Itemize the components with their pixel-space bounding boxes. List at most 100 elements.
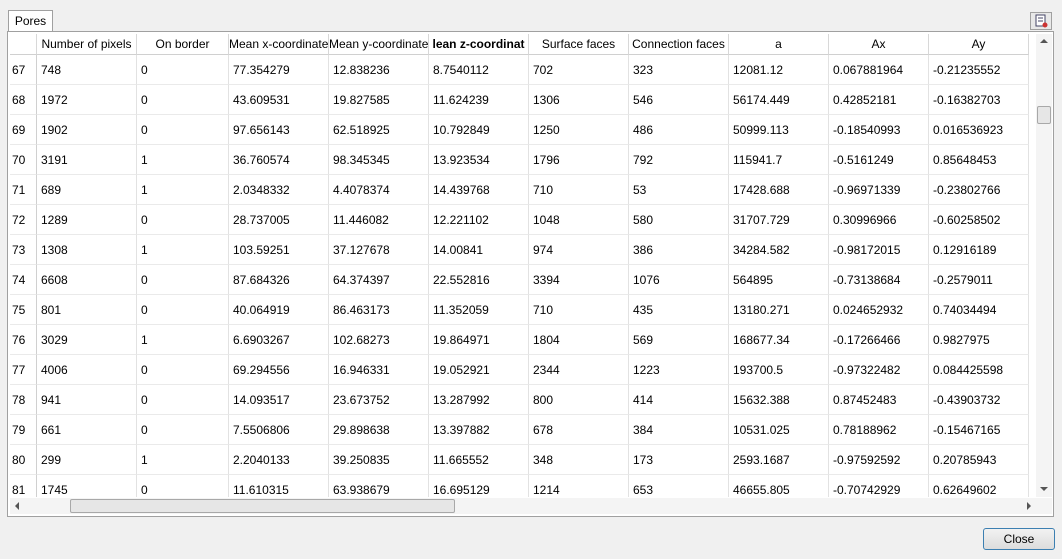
cell: -0.96971339 (829, 175, 929, 205)
cell: 299 (37, 445, 137, 475)
cell: 661 (37, 415, 137, 445)
cell: 63.938679 (329, 475, 429, 497)
cell: 168677.34 (729, 325, 829, 355)
cell: 23.673752 (329, 385, 429, 415)
cell: 1 (137, 145, 229, 175)
cell: 1223 (629, 355, 729, 385)
cell: 11.446082 (329, 205, 429, 235)
cell: 11.352059 (429, 295, 529, 325)
cell: 115941.7 (729, 145, 829, 175)
cell: 62.518925 (329, 115, 429, 145)
settings-button[interactable] (1030, 12, 1052, 30)
cell: -0.70742929 (829, 475, 929, 497)
cell: 64.374397 (329, 265, 429, 295)
cell: 1306 (529, 85, 629, 115)
cell: 0.74034494 (929, 295, 1029, 325)
cell: 689 (37, 175, 137, 205)
horizontal-scrollbar[interactable] (10, 498, 1052, 514)
cell: 3394 (529, 265, 629, 295)
cell: 29.898638 (329, 415, 429, 445)
cell: 17428.688 (729, 175, 829, 205)
tab[interactable]: Pores (8, 10, 53, 31)
cell: 1214 (529, 475, 629, 497)
cell: 10.792849 (429, 115, 529, 145)
row-header: 67 (10, 55, 37, 85)
vertical-scrollbar[interactable] (1036, 34, 1052, 497)
cell: 0.024652932 (829, 295, 929, 325)
column-header: Ay (929, 34, 1029, 55)
cell: 0.62649602 (929, 475, 1029, 497)
cell: 31707.729 (729, 205, 829, 235)
cell: 0.084425598 (929, 355, 1029, 385)
cell: 8.7540112 (429, 55, 529, 85)
cell: 77.354279 (229, 55, 329, 85)
cell: 173 (629, 445, 729, 475)
column-header: Ax (829, 34, 929, 55)
cell: 653 (629, 475, 729, 497)
cell: 941 (37, 385, 137, 415)
cell: 546 (629, 85, 729, 115)
cell: 16.946331 (329, 355, 429, 385)
cell: 0 (137, 115, 229, 145)
row-header: 76 (10, 325, 37, 355)
cell: 386 (629, 235, 729, 265)
cell: 0 (137, 355, 229, 385)
cell: 12.838236 (329, 55, 429, 85)
cell: 974 (529, 235, 629, 265)
scroll-thumb[interactable] (70, 499, 455, 513)
row-header: 70 (10, 145, 37, 175)
cell: 53 (629, 175, 729, 205)
row-header: 78 (10, 385, 37, 415)
cell: 0.78188962 (829, 415, 929, 445)
cell: 0.85648453 (929, 145, 1029, 175)
cell: 10531.025 (729, 415, 829, 445)
cell: 56174.449 (729, 85, 829, 115)
cell: 102.68273 (329, 325, 429, 355)
cell: 0 (137, 85, 229, 115)
cell: 1308 (37, 235, 137, 265)
close-button[interactable]: Close (983, 528, 1055, 550)
cell: 0 (137, 55, 229, 85)
cell: 11.610315 (229, 475, 329, 497)
cell: 580 (629, 205, 729, 235)
cell: 22.552816 (429, 265, 529, 295)
cell: -0.15467165 (929, 415, 1029, 445)
corner (10, 34, 37, 55)
cell: 2344 (529, 355, 629, 385)
cell: 14.093517 (229, 385, 329, 415)
cell: 28.737005 (229, 205, 329, 235)
cell: 15632.388 (729, 385, 829, 415)
cell: -0.97322482 (829, 355, 929, 385)
cell: 710 (529, 175, 629, 205)
cell: 6.6903267 (229, 325, 329, 355)
arrow-up[interactable] (1040, 38, 1048, 44)
cell: 323 (629, 55, 729, 85)
cell: 12081.12 (729, 55, 829, 85)
cell: 11.665552 (429, 445, 529, 475)
cell: 87.684326 (229, 265, 329, 295)
arrow-down[interactable] (1040, 486, 1048, 492)
column-header: Connection faces (629, 34, 729, 55)
cell: 2.2040133 (229, 445, 329, 475)
cell: 1902 (37, 115, 137, 145)
cell: 1289 (37, 205, 137, 235)
cell: 435 (629, 295, 729, 325)
arrow-right[interactable] (1026, 502, 1032, 510)
table: Number of pixels On border Mean x-coordina… (10, 34, 1036, 497)
cell: 702 (529, 55, 629, 85)
cell: -0.60258502 (929, 205, 1029, 235)
cell: 36.760574 (229, 145, 329, 175)
cell: 43.609531 (229, 85, 329, 115)
cell: 40.064919 (229, 295, 329, 325)
arrow-left[interactable] (14, 502, 20, 510)
cell: 4.4078374 (329, 175, 429, 205)
cell: 1 (137, 235, 229, 265)
cell: 0 (137, 205, 229, 235)
scroll-thumb[interactable] (1037, 106, 1051, 124)
cell: 11.624239 (429, 85, 529, 115)
row-header: 71 (10, 175, 37, 205)
row-header: 81 (10, 475, 37, 497)
cell: 0.20785943 (929, 445, 1029, 475)
row-header: 72 (10, 205, 37, 235)
cell: 39.250835 (329, 445, 429, 475)
